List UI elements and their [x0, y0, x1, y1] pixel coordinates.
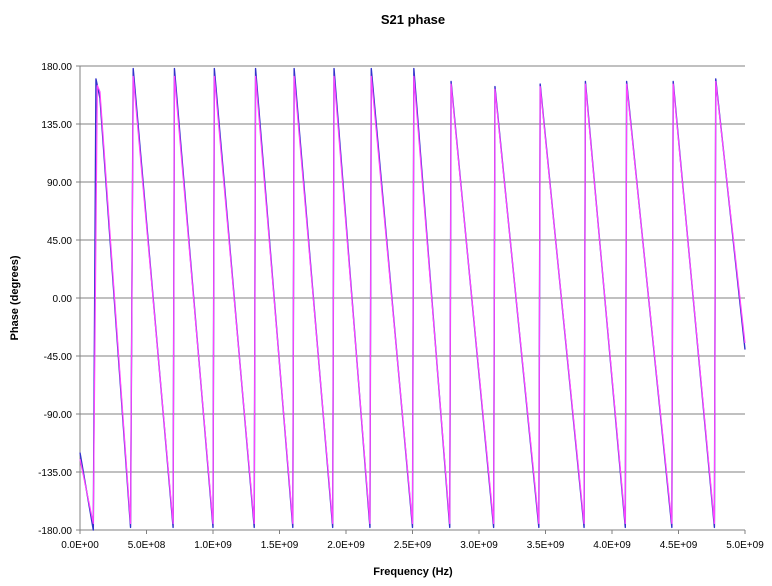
y-tick-label-7: -135.00: [38, 468, 72, 479]
y-tick-label-3: 45.00: [47, 236, 72, 247]
series-2-line: [79, 75, 746, 525]
y-tick-label-4: 0.00: [53, 294, 73, 305]
y-tick-label-2: 90.00: [47, 178, 72, 189]
x-tick-label-6: 3.0E+09: [460, 540, 498, 551]
x-axis-label: Frequency (Hz): [373, 566, 453, 578]
axes: [76, 65, 746, 534]
y-tick-label-8: -180.00: [38, 526, 72, 537]
y-tick-label-0: 180.00: [41, 62, 72, 73]
x-tick-labels: 0.0E+00 5.0E+08 1.0E+09 1.5E+09 2.0E+09 2.5E+…: [61, 540, 764, 551]
x-tick-label-7: 3.5E+09: [527, 540, 565, 551]
x-tick-label-8: 4.0E+09: [593, 540, 631, 551]
y-tick-label-6: -90.00: [44, 410, 73, 421]
y-tick-label-5: -45.00: [44, 352, 73, 363]
x-tick-label-9: 4.5E+09: [660, 540, 698, 551]
y-axis-label: Phase (degrees): [9, 255, 21, 340]
x-tick-label-4: 2.0E+09: [327, 540, 365, 551]
x-tick-label-10: 5.0E+09: [726, 540, 764, 551]
x-tick-label-5: 2.5E+09: [394, 540, 432, 551]
x-tick-label-2: 1.0E+09: [194, 540, 232, 551]
y-tick-labels: 180.00 135.00 90.00 45.00 0.00 -45.00 -90.00 -1…: [38, 62, 72, 537]
chart-title: S21 phase: [381, 12, 445, 27]
x-tick-label-1: 5.0E+08: [128, 540, 166, 551]
x-tick-label-0: 0.0E+00: [61, 540, 99, 551]
x-tick-label-3: 1.5E+09: [261, 540, 299, 551]
series-lines: [79, 67, 746, 531]
y-tick-label-1: 135.00: [41, 120, 72, 131]
